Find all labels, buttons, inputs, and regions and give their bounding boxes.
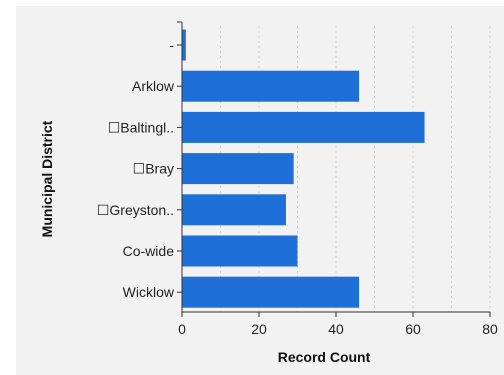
y-axis-title: Municipal District [39, 120, 55, 237]
y-tick-labels: - Arklow ☐Baltingl.. ☐Bray ☐Greyston.. Co-wid… [97, 37, 175, 300]
x-tick-label: 80 [482, 321, 498, 337]
y-tick-label: Co-wide [123, 243, 175, 259]
bar [182, 276, 360, 308]
y-tick-label: Arklow [132, 78, 175, 94]
x-tick-label: 40 [328, 321, 344, 337]
x-tick-label: 60 [405, 321, 421, 337]
y-tick-label: - [169, 37, 174, 53]
x-tick-labels: 0 20 40 60 80 [178, 321, 498, 337]
chart-panel [16, 6, 504, 375]
bar [182, 111, 425, 143]
y-tick-label: ☐Bray [133, 161, 174, 177]
axes [177, 21, 491, 317]
bar [182, 29, 186, 61]
bar [182, 153, 294, 185]
x-axis-title: Record Count [278, 349, 371, 365]
bar [182, 70, 360, 102]
y-tick-label: ☐Baltingl.. [108, 119, 174, 135]
bars [182, 29, 425, 308]
bar [182, 194, 286, 226]
y-tick-label: ☐Greyston.. [97, 202, 174, 218]
y-tick-label: Wicklow [123, 284, 175, 300]
x-tick-label: 20 [251, 321, 267, 337]
x-tick-label: 0 [178, 321, 186, 337]
bar [182, 235, 298, 267]
